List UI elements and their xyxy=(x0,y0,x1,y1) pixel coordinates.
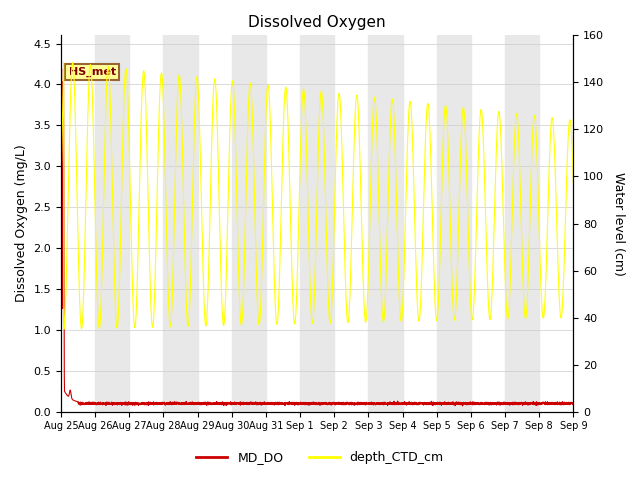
Y-axis label: Water level (cm): Water level (cm) xyxy=(612,171,625,276)
Title: Dissolved Oxygen: Dissolved Oxygen xyxy=(248,15,386,30)
Legend: MD_DO, depth_CTD_cm: MD_DO, depth_CTD_cm xyxy=(191,446,449,469)
Bar xyxy=(95,36,129,412)
Bar xyxy=(369,36,403,412)
Bar xyxy=(163,36,198,412)
Y-axis label: Dissolved Oxygen (mg/L): Dissolved Oxygen (mg/L) xyxy=(15,144,28,302)
Bar xyxy=(436,36,471,412)
Text: HS_met: HS_met xyxy=(68,67,116,77)
Bar xyxy=(505,36,539,412)
Bar xyxy=(300,36,334,412)
Bar xyxy=(232,36,266,412)
Bar xyxy=(573,36,607,412)
